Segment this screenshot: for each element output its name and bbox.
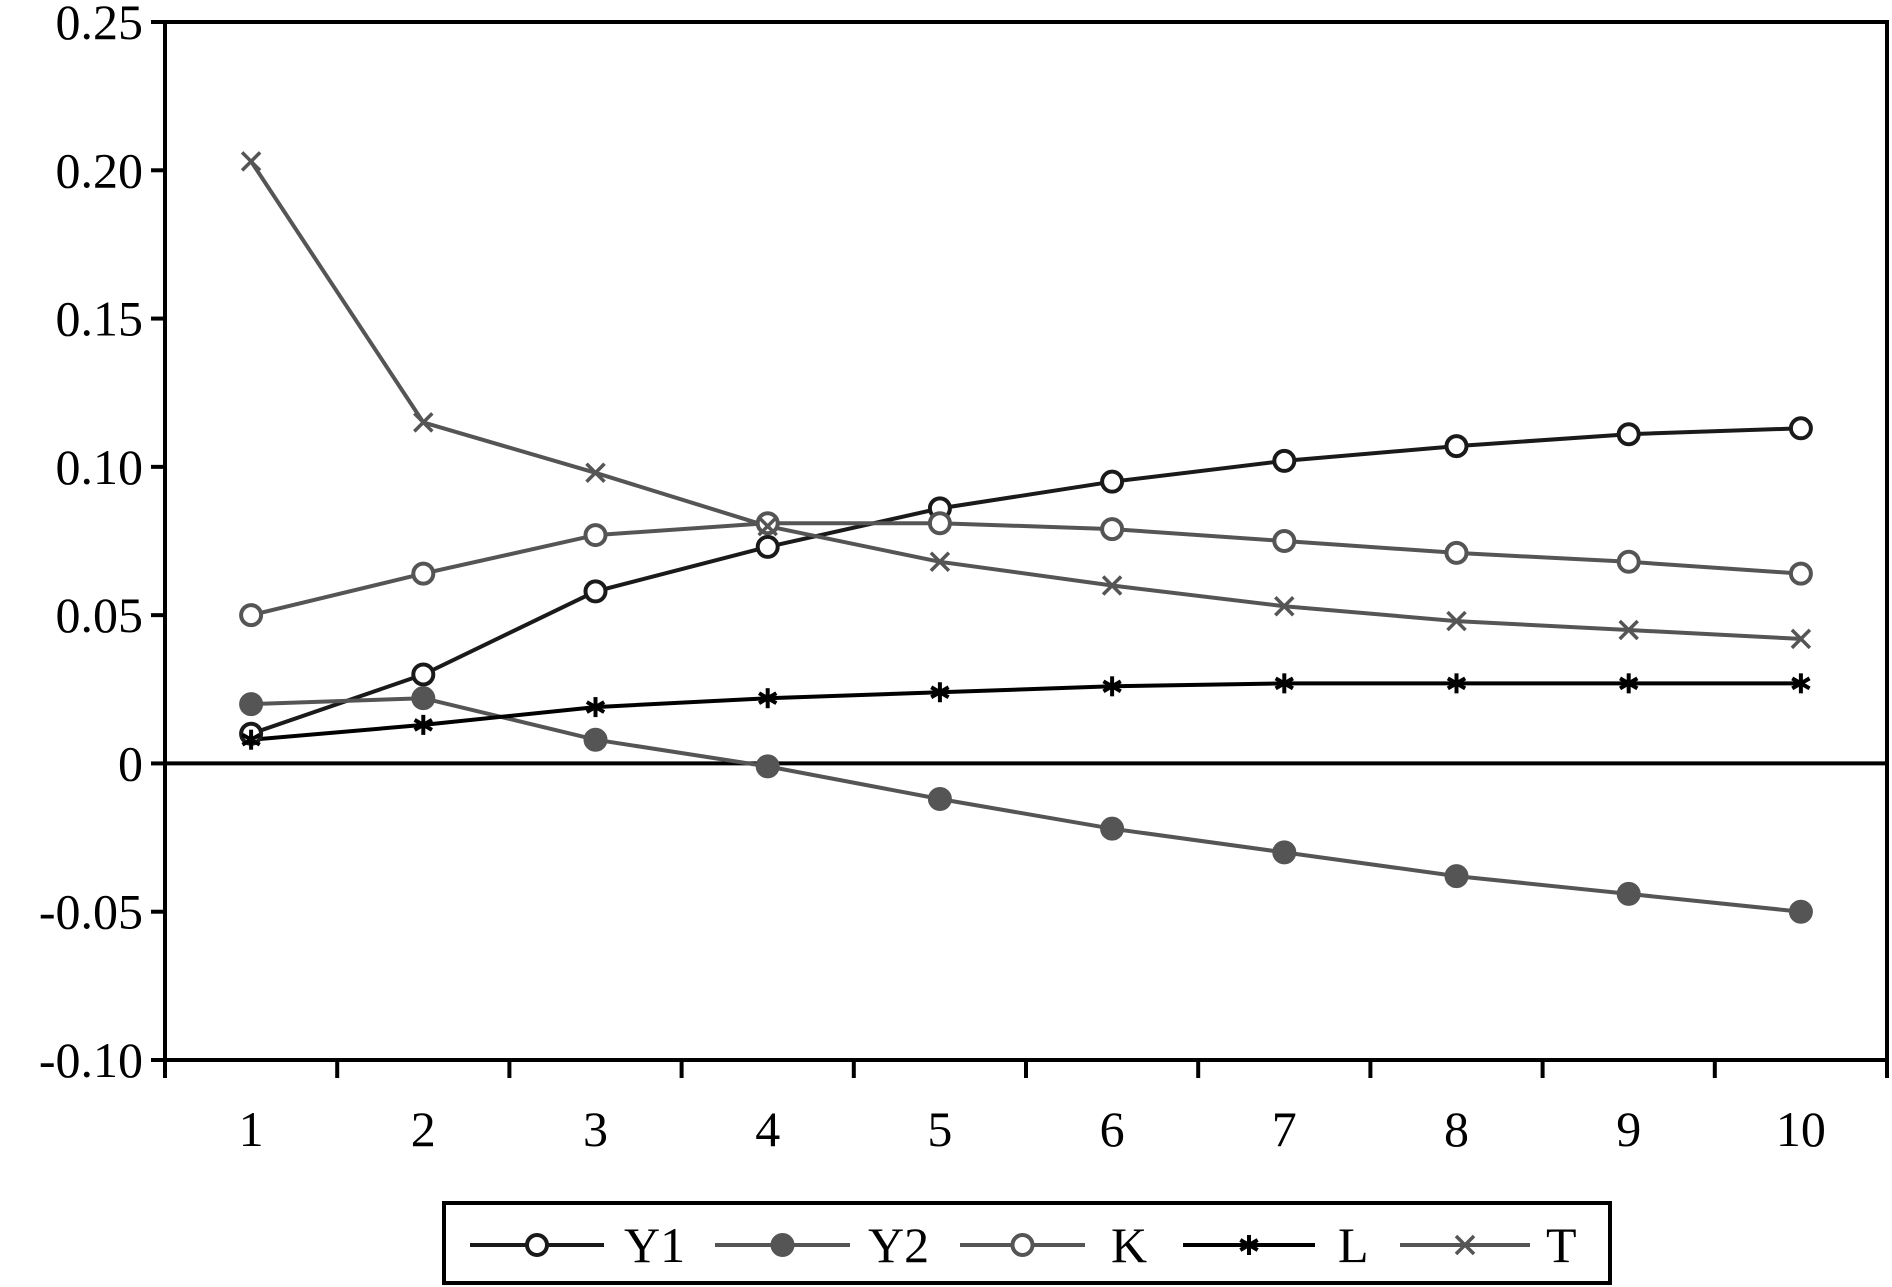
legend-label: Y1 — [624, 1217, 685, 1273]
data-point-l — [930, 682, 950, 703]
legend-item-t: T — [1400, 1217, 1577, 1273]
legend-item-l: L — [1183, 1217, 1369, 1273]
data-point-y1 — [583, 579, 608, 604]
series-line-l — [250, 681, 1801, 742]
data-point-l — [1619, 673, 1639, 694]
x-tick-label: 4 — [755, 1101, 780, 1157]
series-line-t — [249, 160, 1802, 641]
data-point-t — [413, 412, 434, 433]
data-point-t — [1274, 596, 1295, 617]
data-point-k — [1272, 529, 1297, 553]
series-markers-y2 — [239, 686, 1813, 924]
legend-swatch-marker — [1454, 1234, 1476, 1256]
x-tick-label: 2 — [411, 1101, 436, 1157]
x-tick-label: 1 — [239, 1101, 264, 1157]
legend-swatch-marker — [1010, 1233, 1035, 1257]
legend-item-y1: Y1 — [470, 1217, 685, 1273]
data-point-k — [1444, 540, 1469, 565]
data-point-l — [1791, 673, 1811, 694]
data-point-k — [1100, 517, 1125, 542]
y-tick-label: 0.10 — [56, 439, 144, 495]
data-point-y2 — [583, 727, 608, 752]
data-point-k — [411, 561, 436, 586]
data-point-y1 — [1788, 416, 1813, 441]
data-point-y2 — [1616, 881, 1641, 906]
legend-item-y2: Y2 — [715, 1217, 929, 1273]
series-markers-k — [239, 511, 1813, 628]
data-point-t — [1101, 575, 1123, 596]
x-tick-label: 8 — [1444, 1101, 1469, 1157]
data-point-t — [585, 462, 606, 484]
x-tick-label: 9 — [1616, 1101, 1641, 1157]
data-point-l — [1102, 676, 1122, 697]
data-point-y1 — [1616, 422, 1641, 447]
y-tick-label: -0.10 — [39, 1032, 143, 1088]
data-point-t — [929, 551, 951, 572]
y-tick-label: 0 — [118, 735, 143, 791]
data-point-k — [583, 523, 608, 548]
x-tick-label: 5 — [927, 1101, 952, 1157]
data-point-y2 — [1100, 816, 1125, 841]
data-point-y2 — [1272, 840, 1297, 865]
legend-swatch-marker — [770, 1233, 795, 1257]
x-tick-label: 6 — [1100, 1101, 1125, 1157]
data-point-t — [240, 151, 262, 172]
x-tick-label: 10 — [1776, 1101, 1826, 1157]
y-tick-label: -0.05 — [39, 884, 143, 940]
data-point-k — [1788, 561, 1813, 586]
data-point-y1 — [755, 534, 780, 559]
data-point-l — [758, 688, 778, 709]
data-point-k — [755, 511, 780, 536]
data-point-y2 — [755, 754, 780, 779]
data-point-y1 — [1272, 448, 1297, 473]
y-tick-label: 0.25 — [56, 0, 144, 50]
data-point-l — [241, 729, 261, 750]
legend-label: T — [1546, 1217, 1577, 1273]
y-tick-label: 0.15 — [56, 291, 144, 347]
data-point-y2 — [239, 692, 264, 717]
data-point-l — [413, 714, 433, 735]
legend-item-k: K — [960, 1217, 1147, 1273]
legend-label: L — [1338, 1217, 1369, 1273]
data-point-y1 — [1100, 469, 1125, 494]
data-point-k — [239, 603, 264, 628]
data-point-y2 — [411, 686, 436, 711]
legend-swatch-marker — [525, 1233, 549, 1257]
data-point-k — [927, 511, 952, 536]
data-point-y2 — [927, 787, 952, 812]
legend-swatch-marker — [1239, 1235, 1259, 1255]
series-markers-l — [241, 673, 1811, 750]
series-markers-y1 — [239, 416, 1813, 746]
series-line-y1 — [250, 426, 1801, 736]
series-line-k — [250, 521, 1802, 618]
data-point-y2 — [1788, 899, 1813, 924]
x-tick-label: 7 — [1272, 1101, 1297, 1157]
data-point-t — [757, 515, 778, 537]
series-markers-t — [240, 151, 1812, 650]
data-point-k — [1616, 549, 1641, 574]
data-point-l — [1446, 673, 1467, 694]
legend-label: Y2 — [868, 1217, 929, 1273]
legend-label: K — [1111, 1217, 1147, 1273]
data-point-t — [1446, 610, 1467, 632]
data-point-y2 — [1444, 864, 1469, 889]
data-point-l — [1274, 673, 1294, 694]
x-tick-label: 3 — [583, 1101, 608, 1157]
data-point-y1 — [1444, 434, 1469, 459]
data-point-l — [585, 697, 606, 718]
data-point-t — [1618, 619, 1639, 641]
y-tick-label: 0.05 — [56, 587, 144, 643]
y-tick-label: 0.20 — [56, 142, 144, 198]
data-point-t — [1790, 628, 1812, 650]
series-line-y2 — [251, 696, 1802, 914]
data-point-y1 — [411, 662, 436, 687]
